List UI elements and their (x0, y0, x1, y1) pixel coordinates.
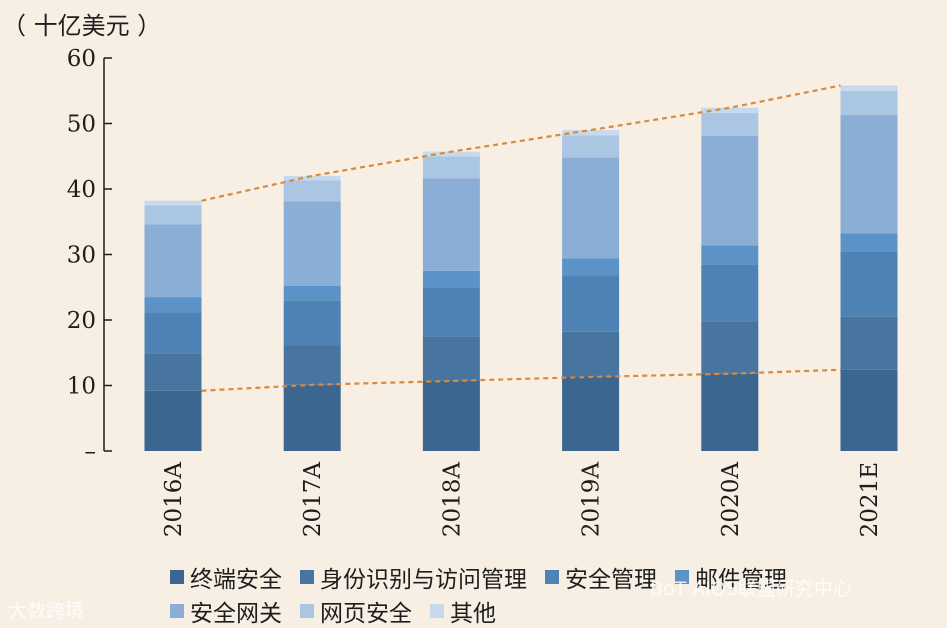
bar-segment (144, 224, 202, 298)
bar-segment (422, 156, 480, 179)
bar-segment (562, 275, 620, 332)
endpoint-security-trend-line (201, 368, 841, 392)
bar-segment (701, 107, 759, 114)
legend-item: 安全管理 (545, 560, 657, 594)
bar-segment (701, 245, 759, 265)
bar-segment (840, 114, 898, 234)
legend-swatch (170, 604, 184, 618)
bars-layer (144, 85, 898, 451)
legend-label: 安全网关 (190, 601, 282, 627)
bar-segment (283, 300, 341, 346)
bar-segment (422, 178, 480, 271)
x-tick-label: 2016A (161, 462, 187, 538)
bar-segment (144, 312, 202, 354)
legend-label: 终端安全 (190, 567, 282, 593)
legend-item: 终端安全 (170, 560, 282, 594)
bar-segment (840, 369, 898, 451)
legend-swatch (170, 570, 184, 584)
x-axis-labels: 2016A 2017A 2018A 2019A 2020A 2021E (161, 462, 883, 538)
legend-item: 其他 (430, 594, 496, 628)
bar-segment (144, 297, 202, 313)
bar-segment (283, 285, 341, 301)
legend-item: 身份识别与访问管理 (300, 560, 527, 594)
x-tick-label: 2020A (718, 462, 744, 538)
legend: 终端安全 身份识别与访问管理 安全管理 邮件管理 安全网关 网页安全 其他 (170, 560, 930, 628)
legend-swatch (545, 570, 559, 584)
bar-segment (701, 135, 759, 246)
bar-segment (562, 376, 620, 451)
bar-segment (283, 175, 341, 181)
bar-segment (422, 287, 480, 337)
legend-label: 安全管理 (565, 567, 657, 593)
bar-segment (283, 384, 341, 451)
bar-segment (562, 331, 620, 377)
y-tick-label: 60 (67, 46, 96, 72)
bar-segment (283, 180, 341, 202)
legend-swatch (430, 604, 444, 618)
legend-swatch (300, 604, 314, 618)
legend-row-1: 终端安全 身份识别与访问管理 安全管理 邮件管理 (170, 560, 930, 594)
x-tick-label: 2018A (439, 462, 465, 538)
y-tick-label: 30 (67, 243, 96, 269)
legend-label: 邮件管理 (695, 567, 787, 593)
x-tick-label: 2019A (579, 462, 605, 538)
bar-segment (701, 373, 759, 451)
legend-item: 邮件管理 (675, 560, 787, 594)
bar-segment (840, 90, 898, 115)
legend-swatch (300, 570, 314, 584)
legend-label: 身份识别与访问管理 (320, 567, 527, 593)
y-tick-label: 20 (67, 308, 96, 334)
bar-segment (701, 113, 759, 136)
bar-segment (701, 321, 759, 374)
y-axis: – 10 20 30 40 50 60 (67, 46, 112, 465)
legend-swatch (675, 570, 689, 584)
bar-segment (144, 353, 202, 391)
bar-segment (562, 130, 620, 136)
bar-segment (422, 336, 480, 381)
bar-segment (283, 345, 341, 385)
total-trend-line (201, 84, 841, 202)
bar-segment (701, 264, 759, 322)
y-tick-label: – (85, 439, 97, 465)
watermark-left: 大数跨境 (8, 600, 85, 622)
bar-segment (422, 380, 480, 451)
bar-segment (422, 151, 480, 157)
bar-segment (144, 390, 202, 451)
bar-segment (283, 201, 341, 286)
bar-segment (840, 251, 898, 317)
y-tick-label: 40 (67, 177, 96, 203)
legend-label: 网页安全 (320, 601, 412, 627)
bar-segment (562, 258, 620, 276)
legend-row-2: 安全网关 网页安全 其他 (170, 594, 930, 628)
y-tick-label: 50 (67, 112, 96, 138)
bar-segment (840, 233, 898, 252)
y-tick-label: 10 (67, 374, 96, 400)
legend-item: 网页安全 (300, 594, 412, 628)
legend-label: 其他 (450, 601, 496, 627)
bar-segment (840, 316, 898, 370)
bar-segment (562, 157, 620, 259)
x-tick-label: 2021E (857, 462, 883, 537)
bar-segment (840, 85, 898, 91)
bar-segment (422, 270, 480, 288)
watermark-right: BoT AIOS联盟研究中心 (650, 578, 852, 600)
bar-segment (144, 205, 202, 225)
x-tick-label: 2017A (300, 462, 326, 538)
legend-item: 安全网关 (170, 594, 282, 628)
bar-segment (144, 200, 202, 206)
trend-lines-layer (201, 84, 841, 392)
bar-segment (562, 135, 620, 158)
y-axis-unit-label: （ 十亿美元 ） (2, 12, 162, 40)
